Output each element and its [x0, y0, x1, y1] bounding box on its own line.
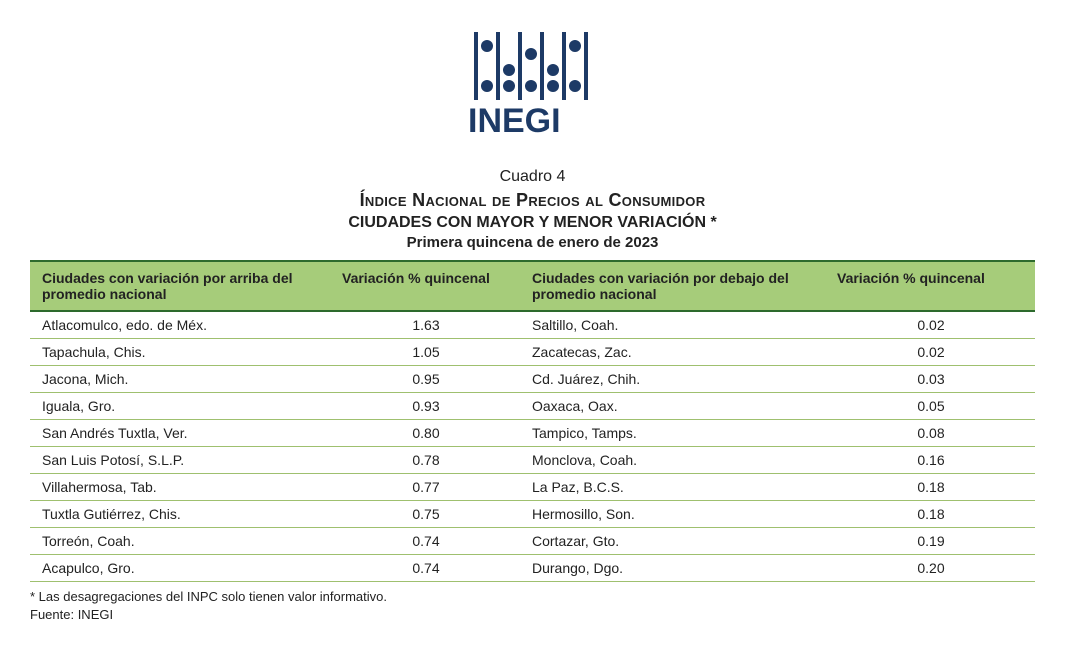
value-cell: 0.74 [330, 527, 520, 554]
col-header: Ciudades con variación por arriba del pr… [30, 261, 330, 311]
city-cell: Villahermosa, Tab. [30, 473, 330, 500]
table-number: Cuadro 4 [30, 166, 1035, 188]
table-row: Torreón, Coah.0.74Cortazar, Gto.0.19 [30, 527, 1035, 554]
value-cell: 0.80 [330, 419, 520, 446]
city-cell: Tuxtla Gutiérrez, Chis. [30, 500, 330, 527]
value-cell: 1.63 [330, 311, 520, 339]
city-cell: Jacona, Mich. [30, 365, 330, 392]
city-cell: Durango, Dgo. [520, 554, 825, 581]
value-cell: 0.78 [330, 446, 520, 473]
doc-title-line1: Índice Nacional de Precios al Consumidor [30, 188, 1035, 212]
value-cell: 0.74 [330, 554, 520, 581]
table-header: Ciudades con variación por arriba del pr… [30, 261, 1035, 311]
city-cell: La Paz, B.C.S. [520, 473, 825, 500]
inegi-logo: INEGI [458, 30, 608, 138]
col-header: Variación % quincenal [330, 261, 520, 311]
city-cell: Tampico, Tamps. [520, 419, 825, 446]
value-cell: 0.02 [825, 311, 1035, 339]
value-cell: 0.93 [330, 392, 520, 419]
col-header: Ciudades con variación por debajo del pr… [520, 261, 825, 311]
value-cell: 0.18 [825, 473, 1035, 500]
value-cell: 0.75 [330, 500, 520, 527]
value-cell: 0.05 [825, 392, 1035, 419]
table-row: Atlacomulco, edo. de Méx.1.63Saltillo, C… [30, 311, 1035, 339]
city-cell: Acapulco, Gro. [30, 554, 330, 581]
value-cell: 0.02 [825, 338, 1035, 365]
value-cell: 0.16 [825, 446, 1035, 473]
value-cell: 1.05 [330, 338, 520, 365]
footnote-asterisk: * Las desagregaciones del INPC solo tien… [30, 588, 1035, 606]
value-cell: 0.20 [825, 554, 1035, 581]
city-cell: Saltillo, Coah. [520, 311, 825, 339]
value-cell: 0.03 [825, 365, 1035, 392]
value-cell: 0.18 [825, 500, 1035, 527]
value-cell: 0.19 [825, 527, 1035, 554]
footnotes: * Las desagregaciones del INPC solo tien… [30, 588, 1035, 624]
doc-title-line2: CIUDADES CON MAYOR Y MENOR VARIACIÓN * [30, 212, 1035, 234]
table-row: Acapulco, Gro.0.74Durango, Dgo.0.20 [30, 554, 1035, 581]
logo-text: INEGI [468, 102, 561, 138]
city-cell: Hermosillo, Son. [520, 500, 825, 527]
table-row: Iguala, Gro.0.93Oaxaca, Oax.0.05 [30, 392, 1035, 419]
title-block: Cuadro 4 Índice Nacional de Precios al C… [30, 166, 1035, 254]
table-row: San Andrés Tuxtla, Ver.0.80Tampico, Tamp… [30, 419, 1035, 446]
table-body: Atlacomulco, edo. de Méx.1.63Saltillo, C… [30, 311, 1035, 582]
city-cell: Tapachula, Chis. [30, 338, 330, 365]
city-cell: San Andrés Tuxtla, Ver. [30, 419, 330, 446]
city-cell: Torreón, Coah. [30, 527, 330, 554]
data-table: Ciudades con variación por arriba del pr… [30, 260, 1035, 582]
footnote-source: Fuente: INEGI [30, 606, 1035, 624]
city-cell: Atlacomulco, edo. de Méx. [30, 311, 330, 339]
city-cell: Cortazar, Gto. [520, 527, 825, 554]
city-cell: Oaxaca, Oax. [520, 392, 825, 419]
city-cell: San Luis Potosí, S.L.P. [30, 446, 330, 473]
value-cell: 0.77 [330, 473, 520, 500]
col-header: Variación % quincenal [825, 261, 1035, 311]
value-cell: 0.95 [330, 365, 520, 392]
table-row: San Luis Potosí, S.L.P.0.78Monclova, Coa… [30, 446, 1035, 473]
value-cell: 0.08 [825, 419, 1035, 446]
logo-container: INEGI [30, 30, 1035, 138]
table-row: Villahermosa, Tab.0.77La Paz, B.C.S.0.18 [30, 473, 1035, 500]
city-cell: Zacatecas, Zac. [520, 338, 825, 365]
doc-title-line3: Primera quincena de enero de 2023 [30, 233, 1035, 253]
table-row: Jacona, Mich.0.95Cd. Juárez, Chih.0.03 [30, 365, 1035, 392]
table-row: Tuxtla Gutiérrez, Chis.0.75Hermosillo, S… [30, 500, 1035, 527]
table-row: Tapachula, Chis.1.05Zacatecas, Zac.0.02 [30, 338, 1035, 365]
city-cell: Monclova, Coah. [520, 446, 825, 473]
document-page: INEGI Cuadro 4 Índice Nacional de Precio… [0, 0, 1065, 644]
city-cell: Iguala, Gro. [30, 392, 330, 419]
city-cell: Cd. Juárez, Chih. [520, 365, 825, 392]
